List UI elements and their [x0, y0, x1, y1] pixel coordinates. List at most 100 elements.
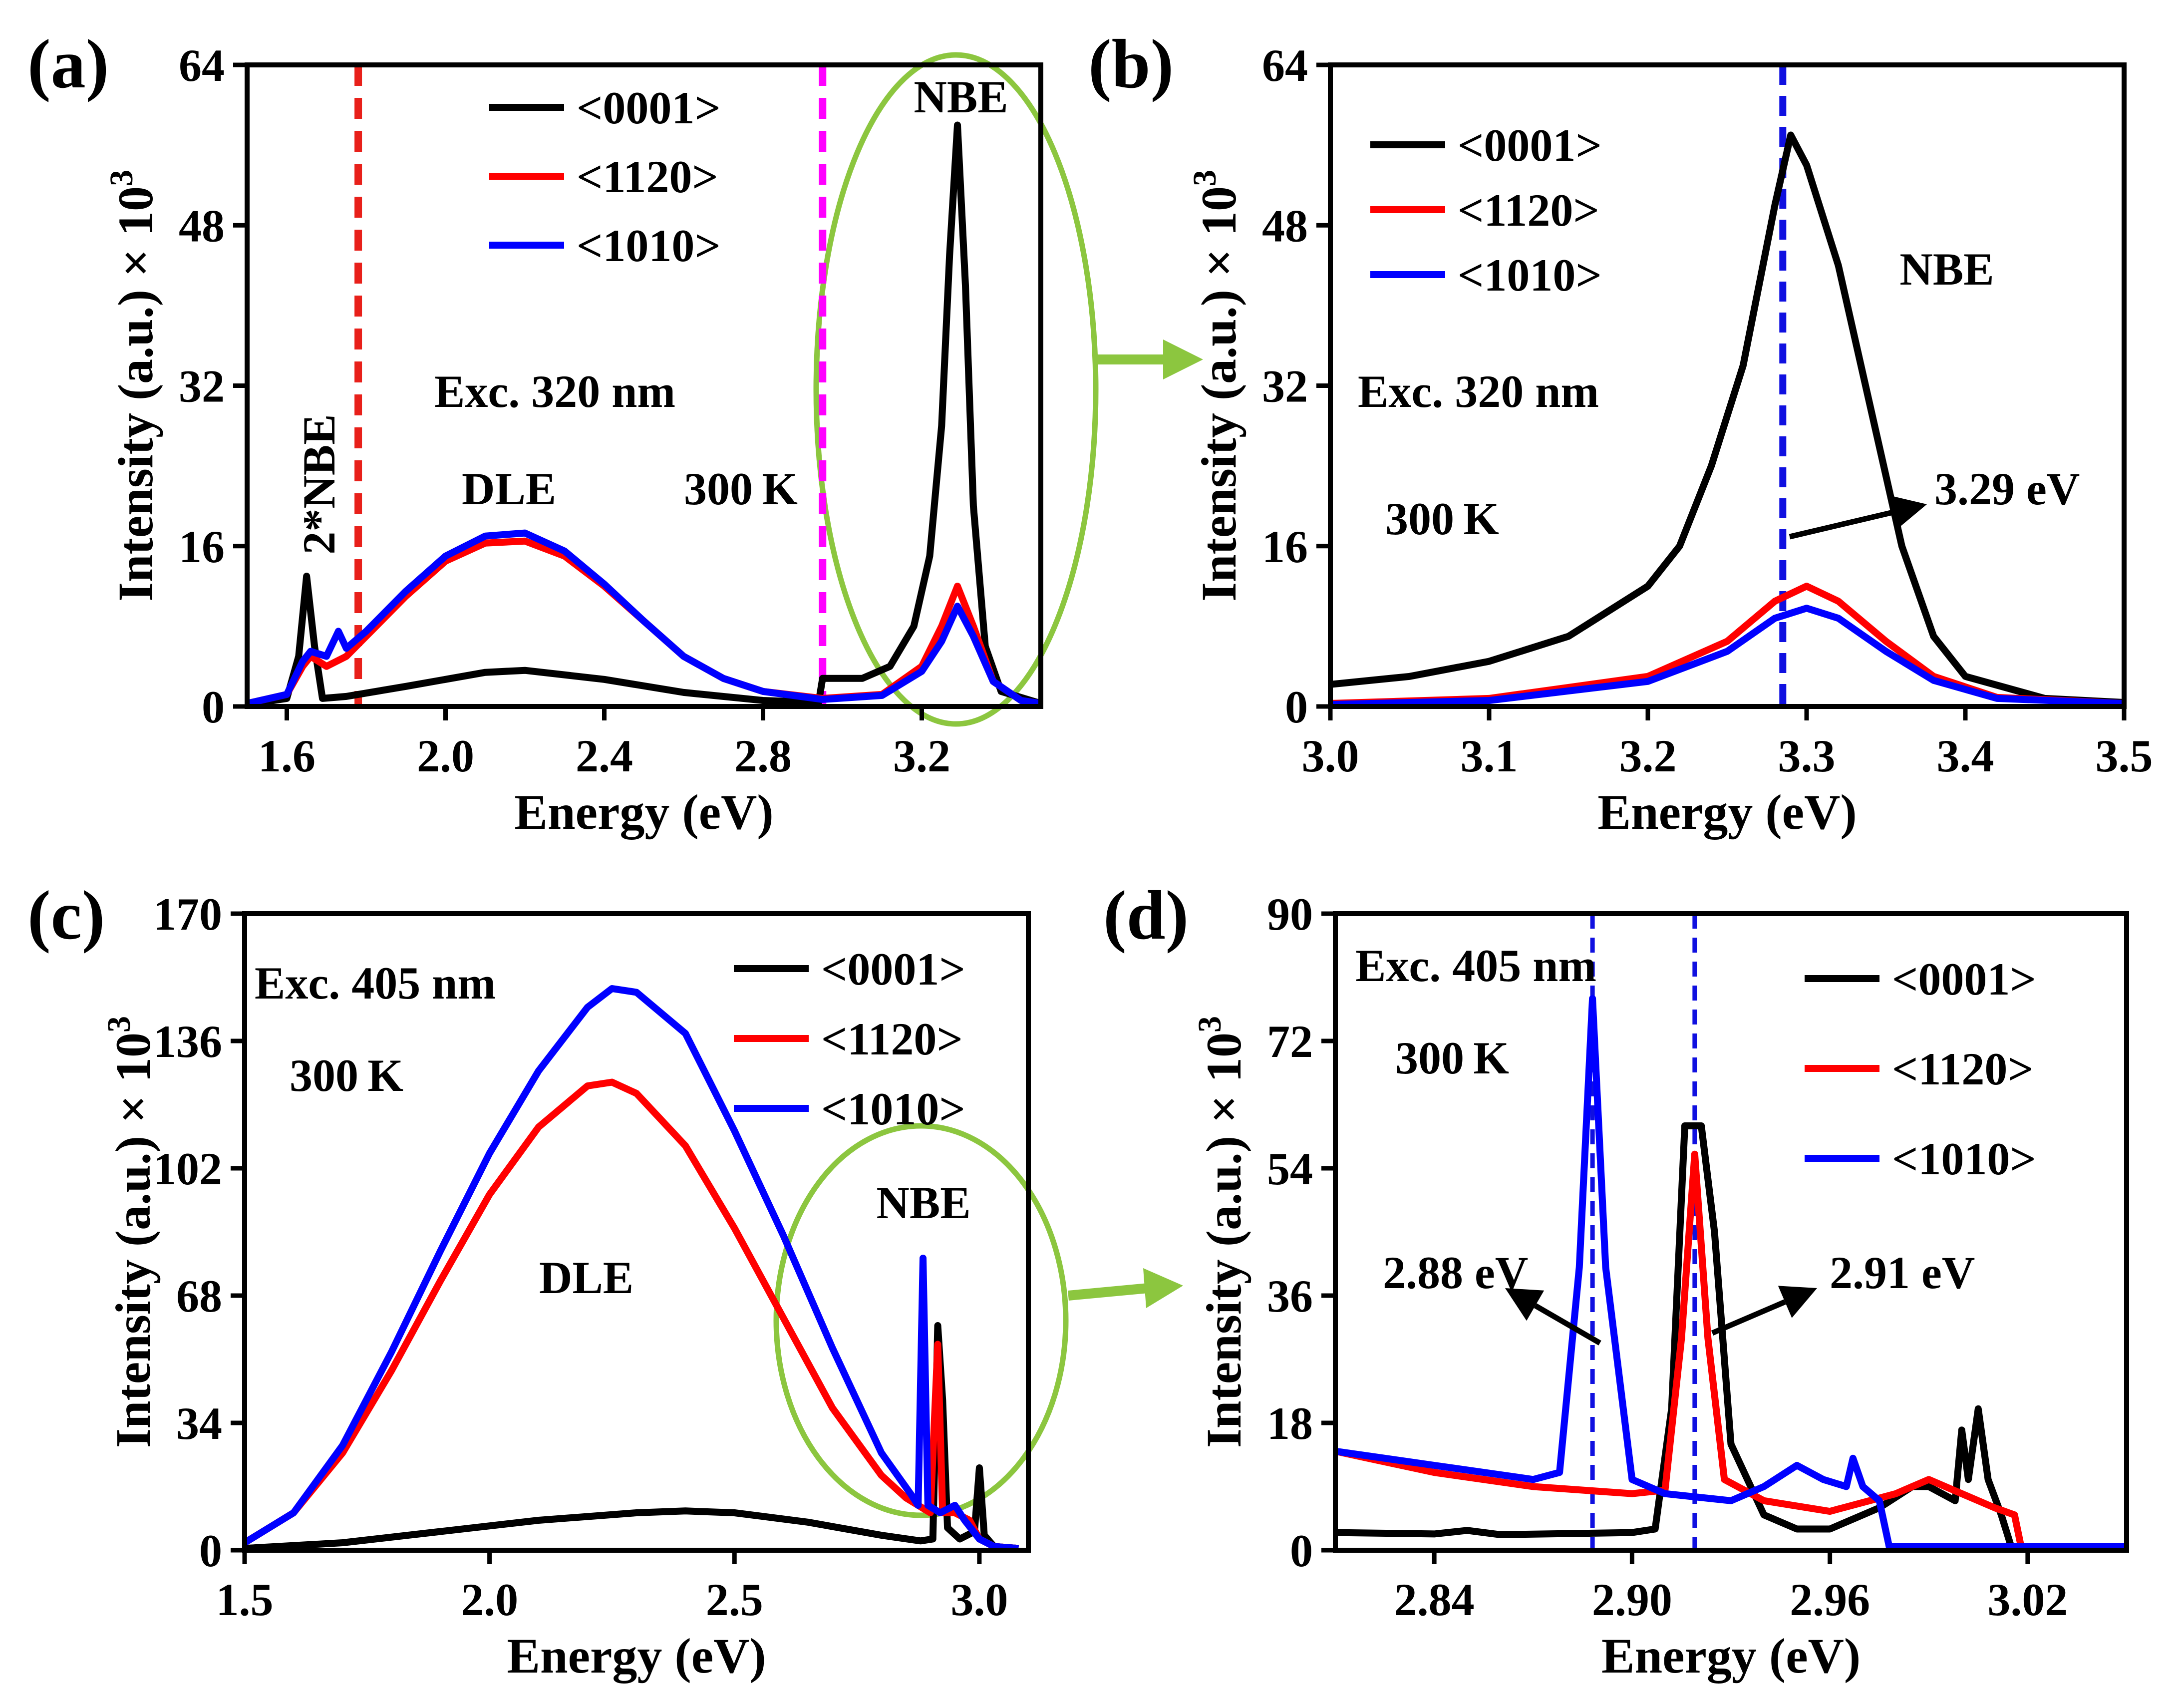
series-line-1010 [243, 985, 1019, 1552]
zoom-arrow-bottom [1068, 1268, 1183, 1308]
y-tick-label: 34 [176, 1398, 222, 1449]
y-tick-label: 0 [199, 1525, 222, 1576]
x-axis-label: Energy (eV) [507, 1628, 766, 1684]
x-tick-label: 2.4 [576, 730, 633, 781]
annotation-arrow-head [1505, 1288, 1545, 1321]
x-tick-label: 2.8 [734, 730, 792, 781]
zoom-arrow-top-head [1163, 340, 1203, 379]
legend-label: <1120> [577, 151, 718, 202]
y-tick-label: 16 [179, 521, 225, 572]
y-tick-label: 136 [153, 1016, 222, 1067]
series-line-1010 [1335, 995, 2127, 1550]
annotation-dle: DLE [539, 1252, 633, 1303]
annotation-nbe2: 2*NBE [294, 414, 344, 554]
panel-a: 1.6 2.0 2.4 2.8 3.2 0 16 32 48 64 Energy (eV) Inten… [103, 40, 1099, 840]
x-tick-label: 2.84 [1394, 1574, 1475, 1625]
annotation-arrow-head [1778, 1286, 1817, 1318]
series-line-1120 [1334, 1150, 2127, 1550]
annotation-arrow-shaft [1789, 509, 1894, 540]
panel-label-d: (d) [1103, 877, 1189, 954]
annotation-peak: 3.29 eV [1934, 463, 2080, 514]
x-tick-label: 3.0 [950, 1574, 1008, 1625]
zoom-arrow-bottom-shaft [1068, 1283, 1149, 1301]
legend-label: <0001> [1458, 120, 1602, 171]
legend-label: <1120> [1892, 1043, 2034, 1094]
series-line-0001 [1330, 131, 2125, 706]
y-tick-label: 54 [1267, 1143, 1313, 1194]
legend-label: <1010> [821, 1083, 965, 1134]
x-tick-label: 2.0 [461, 1574, 518, 1625]
annotation-temp: 300 K [290, 1050, 403, 1101]
x-tick-label: 2.5 [706, 1574, 763, 1625]
annotation-nbe: NBE [914, 71, 1008, 122]
y-axis-label-exponent: 3 [101, 1016, 137, 1032]
y-axis-label: Intensity (a.u.) × 103 [1192, 1016, 1251, 1448]
y-tick-label: 18 [1267, 1398, 1313, 1449]
y-tick-label: 36 [1267, 1271, 1313, 1322]
y-tick-label: 170 [153, 889, 222, 940]
annotation-nbe: NBE [1899, 244, 1994, 295]
x-tick-label: 1.6 [258, 730, 315, 781]
y-axis-label: Intensity (a.u.) × 103 [101, 1016, 161, 1448]
y-tick-label: 48 [179, 200, 225, 251]
x-tick-label: 3.3 [1778, 730, 1836, 781]
panel-c: 1.5 2.0 2.5 3.0 0 34 68 102 136 170 Energy (eV) Int… [101, 889, 1069, 1684]
y-tick-label: 32 [1262, 361, 1308, 412]
legend-label: <1010> [577, 220, 721, 271]
x-tick-label: 3.0 [1302, 730, 1359, 781]
legend-label: <1120> [821, 1014, 963, 1064]
series-line-0001 [244, 1322, 1019, 1552]
zoom-arrow-top [1096, 340, 1203, 379]
x-axis-label: Energy (eV) [1597, 784, 1857, 840]
y-tick-label: 102 [153, 1143, 222, 1194]
panel-d: 2.84 2.90 2.96 3.02 0 18 36 54 72 90 Energy (eV) In… [1192, 889, 2129, 1684]
panel-label-b: (b) [1088, 25, 1174, 103]
panel-label-c: (c) [27, 877, 105, 954]
x-tick-label: 1.5 [216, 1574, 274, 1625]
y-tick-label: 68 [176, 1271, 222, 1322]
y-tick-label: 64 [1262, 40, 1308, 91]
y-tick-label: 0 [202, 682, 225, 732]
x-tick-label: 3.1 [1461, 730, 1518, 781]
annotation-arrow-head [1888, 495, 1927, 530]
y-tick-label: 0 [1290, 1525, 1313, 1576]
y-axis-label-exponent: 3 [1192, 1016, 1228, 1032]
annotation-peak2: 2.91 eV [1830, 1247, 1975, 1298]
annotation-arrow-shaft [1711, 1299, 1786, 1336]
zoom-arrow-bottom-head [1143, 1268, 1183, 1308]
annotation-temp: 300 K [1385, 493, 1499, 544]
x-axis-label: Energy (eV) [1601, 1628, 1861, 1684]
legend-label: <1010> [1892, 1133, 2036, 1184]
y-tick-label: 90 [1267, 889, 1313, 940]
plot-frame [242, 911, 1031, 1553]
x-tick-label: 2.96 [1790, 1574, 1870, 1625]
legend-label: <0001> [577, 82, 721, 133]
annotation-exc: Exc. 405 nm [255, 958, 496, 1009]
y-axis-label-exponent: 3 [103, 170, 140, 186]
annotation-exc: Exc. 320 nm [1358, 366, 1599, 417]
y-axis-label: Intensity (a.u.) × 103 [1187, 170, 1246, 602]
panel-b: 3.0 3.1 3.2 3.3 3.4 3.5 0 16 32 48 64 Energy (eV) In… [1187, 40, 2153, 840]
x-tick-label: 3.2 [893, 730, 950, 781]
annotation-temp: 300 K [684, 463, 798, 514]
y-axis-label: Intensity (a.u.) × 103 [103, 170, 163, 602]
annotation-temp: 300 K [1395, 1032, 1509, 1083]
annotation-nbe: NBE [876, 1177, 970, 1228]
y-tick-label: 64 [179, 40, 225, 91]
annotation-arrow-shaft [1534, 1303, 1601, 1346]
y-axis-label-exponent: 3 [1187, 170, 1223, 186]
x-tick-label: 3.2 [1619, 730, 1677, 781]
y-tick-label: 32 [179, 361, 225, 412]
annotation-exc: Exc. 405 nm [1355, 940, 1596, 991]
legend-label: <0001> [1892, 954, 2036, 1005]
x-tick-label: 2.90 [1592, 1574, 1672, 1625]
x-tick-label: 3.4 [1937, 730, 1994, 781]
x-tick-label: 2.0 [417, 730, 474, 781]
x-axis-label: Energy (eV) [514, 784, 773, 840]
y-tick-label: 48 [1262, 200, 1308, 251]
nbe-highlight-ellipse [813, 52, 1099, 727]
series-line-1010 [246, 529, 1042, 707]
legend-label: <0001> [821, 944, 965, 995]
annotation-peak1: 2.88 eV [1383, 1247, 1528, 1298]
y-tick-label: 16 [1262, 521, 1308, 572]
